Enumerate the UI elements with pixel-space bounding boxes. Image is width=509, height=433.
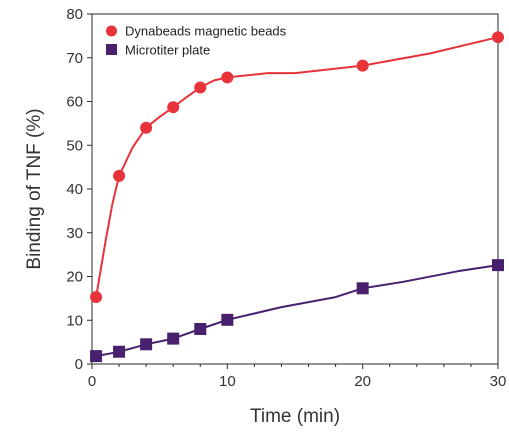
x-tick-label: 30 <box>490 373 507 390</box>
legend-marker-microtiter <box>106 44 117 55</box>
legend-marker-dynabeads <box>106 25 117 37</box>
data-point <box>167 332 180 345</box>
y-axis-label: Binding of TNF (%) <box>24 108 45 269</box>
data-point <box>492 259 504 272</box>
y-tick-label: 10 <box>66 312 83 329</box>
data-point <box>113 169 126 182</box>
legend-label-microtiter: Microtiter plate <box>125 43 210 58</box>
y-tick-label: 50 <box>66 137 83 154</box>
series-line <box>95 264 499 358</box>
data-point <box>140 338 153 351</box>
x-axis-label: Time (min) <box>250 406 340 427</box>
x-axis-ticks: 0 10 20 30 <box>88 364 507 390</box>
series-layer <box>90 31 504 363</box>
y-axis-ticks: 0 10 20 30 40 50 60 70 80 <box>66 6 92 373</box>
data-point <box>167 101 180 114</box>
y-tick-label: 80 <box>66 6 83 23</box>
x-tick-label: 20 <box>354 373 371 390</box>
data-point <box>492 31 504 44</box>
y-tick-label: 60 <box>66 94 83 111</box>
series-microtiter <box>90 259 504 363</box>
series-line <box>95 36 499 298</box>
legend-label-dynabeads: Dynabeads magnetic beads <box>125 24 287 39</box>
data-point <box>90 291 103 304</box>
y-tick-label: 70 <box>66 50 83 67</box>
data-point <box>90 350 103 363</box>
data-point <box>356 59 369 72</box>
x-tick-label: 10 <box>219 373 236 390</box>
data-point <box>194 81 207 94</box>
series-dynabeads <box>90 31 504 304</box>
x-tick-label: 0 <box>88 373 96 390</box>
data-point <box>221 71 234 84</box>
plot-frame <box>91 13 499 365</box>
y-tick-label: 30 <box>66 225 83 242</box>
data-point <box>113 345 126 358</box>
data-point <box>221 313 234 326</box>
y-tick-label: 0 <box>75 356 83 373</box>
data-point <box>194 323 207 335</box>
legend: Dynabeads magnetic beads Microtiter plat… <box>106 24 287 58</box>
y-tick-label: 20 <box>66 269 83 286</box>
y-tick-label: 40 <box>66 181 83 198</box>
data-point <box>356 282 369 295</box>
data-point <box>140 121 153 134</box>
